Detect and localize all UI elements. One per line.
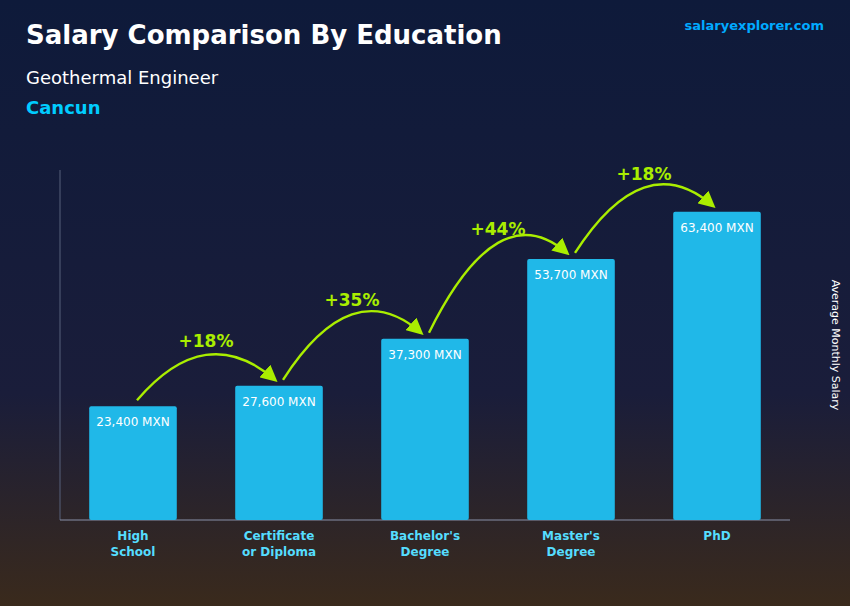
background [0,0,850,606]
category-label-line: Degree [547,545,596,559]
bar [673,212,761,520]
y-axis-label: Average Monthly Salary [829,280,842,411]
category-label-line: Degree [401,545,450,559]
annotation-arrow [429,235,567,333]
category-label: High School [111,529,156,559]
chart-container: Salary Comparison By Education Geothermal… [0,0,850,606]
annotation: +18% [179,331,234,351]
category-label-line: or Diploma [242,545,316,559]
bar [235,386,323,520]
category-label-line: Bachelor's [390,529,460,543]
category-label-line: High [117,529,148,543]
annotation: +35% [325,290,380,310]
data-label: 63,400 MXN [680,221,753,235]
data-label: 37,300 MXN [388,348,461,362]
data-label: 53,700 MXN [534,268,607,282]
y-axis [60,170,61,520]
subtitle: Geothermal Engineer [26,67,219,88]
annotation-arrow [137,354,275,400]
category-label-line: PhD [703,529,730,543]
category-label: Master's Degree [542,529,600,559]
annotation-arrow [283,311,421,380]
data-label: 27,600 MXN [242,395,315,409]
chart: Salary Comparison By Education Geothermal… [0,0,850,606]
subtitle: Cancun [26,97,100,118]
bars [89,212,761,520]
data-label: 23,400 MXN [96,415,169,429]
title: Salary Comparison By Education [26,20,502,50]
bar [89,406,177,520]
category-label-line: Master's [542,529,600,543]
category-label-line: Certificate [244,529,315,543]
category-label: PhD [703,529,730,543]
annotation: +44% [471,219,526,239]
source: salaryexplorer.com [685,18,824,33]
category-label-line: School [111,545,156,559]
annotation-arrow [575,184,713,253]
annotation: +18% [617,164,672,184]
category-label: Bachelor's Degree [390,529,460,559]
bar [381,339,469,520]
category-label: Certificate or Diploma [242,529,316,559]
bar [527,259,615,520]
